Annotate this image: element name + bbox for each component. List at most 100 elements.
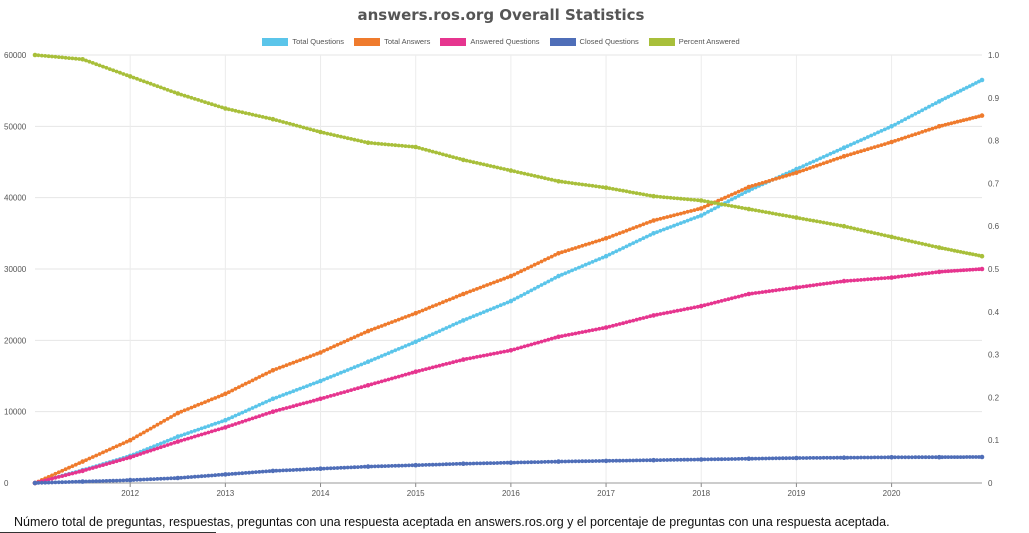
data-point-total-questions: [903, 117, 908, 122]
data-point-answered-questions: [475, 355, 479, 359]
data-point-percent-answered: [365, 140, 371, 145]
data-point-closed-questions: [325, 466, 330, 471]
data-point-percent-answered: [267, 116, 272, 121]
data-point-answered-questions: [560, 334, 564, 338]
data-point-closed-questions: [546, 459, 551, 464]
data-point-answered-questions: [862, 277, 867, 282]
data-point-total-answers: [444, 298, 449, 303]
data-point-total-answers: [420, 308, 425, 313]
data-point-answered-questions: [158, 445, 163, 450]
y-left-tick-label: 60000: [4, 51, 27, 60]
data-point-percent-answered: [607, 186, 612, 191]
data-point-total-questions: [543, 281, 547, 286]
data-point-closed-questions: [903, 455, 908, 460]
data-point-answered-questions: [797, 285, 802, 289]
data-point-total-answers: [821, 161, 826, 166]
data-point-percent-answered: [444, 153, 449, 158]
data-point-closed-questions: [135, 477, 139, 482]
data-point-percent-answered: [852, 226, 857, 231]
data-point-closed-questions: [961, 455, 966, 459]
data-point-percent-answered: [845, 225, 850, 229]
data-point-percent-answered: [230, 108, 235, 112]
data-point-answered-questions: [328, 394, 333, 398]
data-point-answered-questions: [223, 425, 228, 430]
data-point-percent-answered: [118, 70, 122, 75]
legend-item-closed-questions[interactable]: Closed Questions: [549, 37, 639, 46]
data-point-total-answers: [311, 353, 316, 357]
data-point-percent-answered: [536, 174, 540, 179]
data-point-closed-questions: [814, 456, 819, 460]
data-point-answered-questions: [400, 373, 404, 378]
data-point-answered-questions: [237, 421, 241, 425]
data-point-answered-questions: [570, 332, 574, 336]
data-point-answered-questions: [373, 381, 377, 386]
data-point-total-questions: [634, 239, 639, 244]
data-point-closed-questions: [927, 455, 931, 460]
data-point-total-answers: [118, 442, 122, 447]
legend-item-total-answers[interactable]: Total Answers: [354, 37, 430, 46]
data-point-percent-answered: [257, 114, 262, 118]
data-point-total-answers: [736, 189, 741, 194]
data-point-closed-questions: [682, 457, 687, 462]
x-tick-label: 2012: [121, 489, 139, 498]
data-point-closed-questions: [209, 473, 214, 478]
data-point-total-answers: [352, 335, 357, 340]
data-point-total-questions: [607, 252, 612, 257]
data-point-closed-questions: [63, 480, 68, 484]
data-point-answered-questions: [318, 396, 323, 402]
data-point-total-answers: [879, 143, 884, 148]
data-point-percent-answered: [328, 132, 333, 137]
data-point-answered-questions: [607, 324, 612, 329]
data-point-percent-answered: [886, 234, 891, 239]
data-point-total-questions: [651, 231, 656, 236]
data-point-percent-answered: [750, 207, 755, 212]
data-point-total-questions: [492, 306, 496, 310]
data-point-closed-questions: [729, 457, 734, 461]
legend-label: Total Questions: [292, 37, 345, 46]
data-point-percent-answered: [308, 127, 313, 132]
data-point-answered-questions: [828, 281, 833, 285]
data-point-total-questions: [220, 419, 224, 424]
data-point-percent-answered: [794, 215, 799, 220]
data-point-closed-questions: [342, 465, 347, 470]
chart-title: answers.ros.org Overall Statistics: [357, 6, 645, 24]
series-total-questions: [32, 77, 985, 486]
data-point-total-questions: [369, 358, 374, 363]
data-point-closed-questions: [797, 456, 802, 460]
data-point-total-answers: [508, 273, 514, 279]
grid: [35, 54, 982, 484]
data-point-total-answers: [665, 215, 670, 219]
data-point-percent-answered: [277, 119, 282, 123]
data-point-total-answers: [760, 181, 765, 185]
data-point-answered-questions: [505, 349, 510, 353]
data-point-answered-questions: [855, 278, 860, 282]
data-point-percent-answered: [172, 90, 177, 95]
data-point-closed-questions: [356, 465, 360, 469]
data-point-total-questions: [943, 96, 948, 101]
data-point-total-questions: [454, 321, 459, 326]
data-point-total-questions: [896, 120, 901, 125]
data-point-percent-answered: [692, 198, 697, 202]
data-point-total-answers: [158, 420, 163, 425]
data-point-total-questions: [199, 426, 204, 431]
data-point-total-questions: [560, 272, 564, 277]
data-point-answered-questions: [979, 266, 985, 272]
data-point-total-answers: [675, 212, 680, 217]
data-point-total-answers: [587, 241, 591, 246]
legend-item-percent-answered[interactable]: Percent Answered: [648, 37, 740, 46]
data-point-closed-questions: [328, 466, 333, 471]
data-point-answered-questions: [441, 362, 445, 367]
data-point-total-answers: [553, 253, 557, 257]
legend-item-answered-questions[interactable]: Answered Questions: [440, 37, 540, 46]
data-point-closed-questions: [780, 456, 785, 461]
data-point-percent-answered: [631, 190, 636, 195]
data-point-percent-answered: [949, 248, 954, 252]
data-point-total-answers: [288, 362, 292, 366]
data-point-closed-questions: [90, 479, 95, 484]
data-point-closed-questions: [60, 480, 65, 485]
data-point-percent-answered: [661, 195, 666, 200]
legend-item-total-questions[interactable]: Total Questions: [262, 37, 344, 46]
data-point-answered-questions: [77, 469, 82, 474]
data-point-total-questions: [352, 365, 357, 370]
data-point-total-questions: [862, 136, 867, 141]
